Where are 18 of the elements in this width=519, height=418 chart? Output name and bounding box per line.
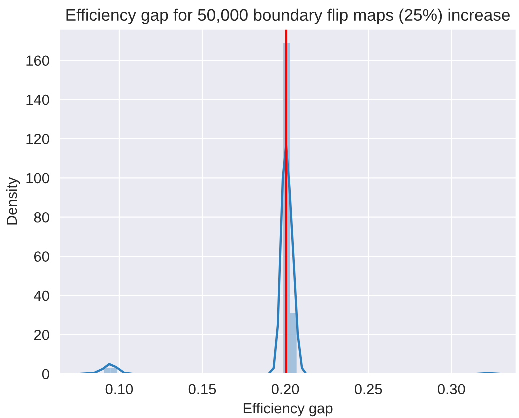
y-axis-title: Density [6, 177, 20, 225]
x-tick-label: 0.15 [188, 384, 216, 395]
x-axis-title: Efficiency gap [244, 402, 333, 417]
y-tick-label: 160 [26, 56, 50, 66]
y-tick-label: 0 [42, 369, 50, 380]
y-tick-label: 40 [34, 290, 50, 302]
x-tick-label: 0.30 [438, 384, 466, 395]
x-tick-label: 0.25 [354, 384, 382, 395]
y-tick-label: 100 [26, 173, 50, 184]
y-tick-label: 140 [26, 94, 50, 106]
y-tick-label: 20 [34, 330, 50, 340]
x-tick-label: 0.20 [272, 384, 300, 395]
line-series [78, 144, 502, 374]
y-tick-label: 60 [34, 252, 50, 262]
chart-title: Efficiency gap for 50,000 boundary flip maps (25%) increase [66, 8, 510, 24]
y-tick-label: 80 [34, 212, 50, 223]
x-tick-label: 0.10 [106, 384, 134, 395]
y-tick-label: 120 [26, 134, 50, 144]
